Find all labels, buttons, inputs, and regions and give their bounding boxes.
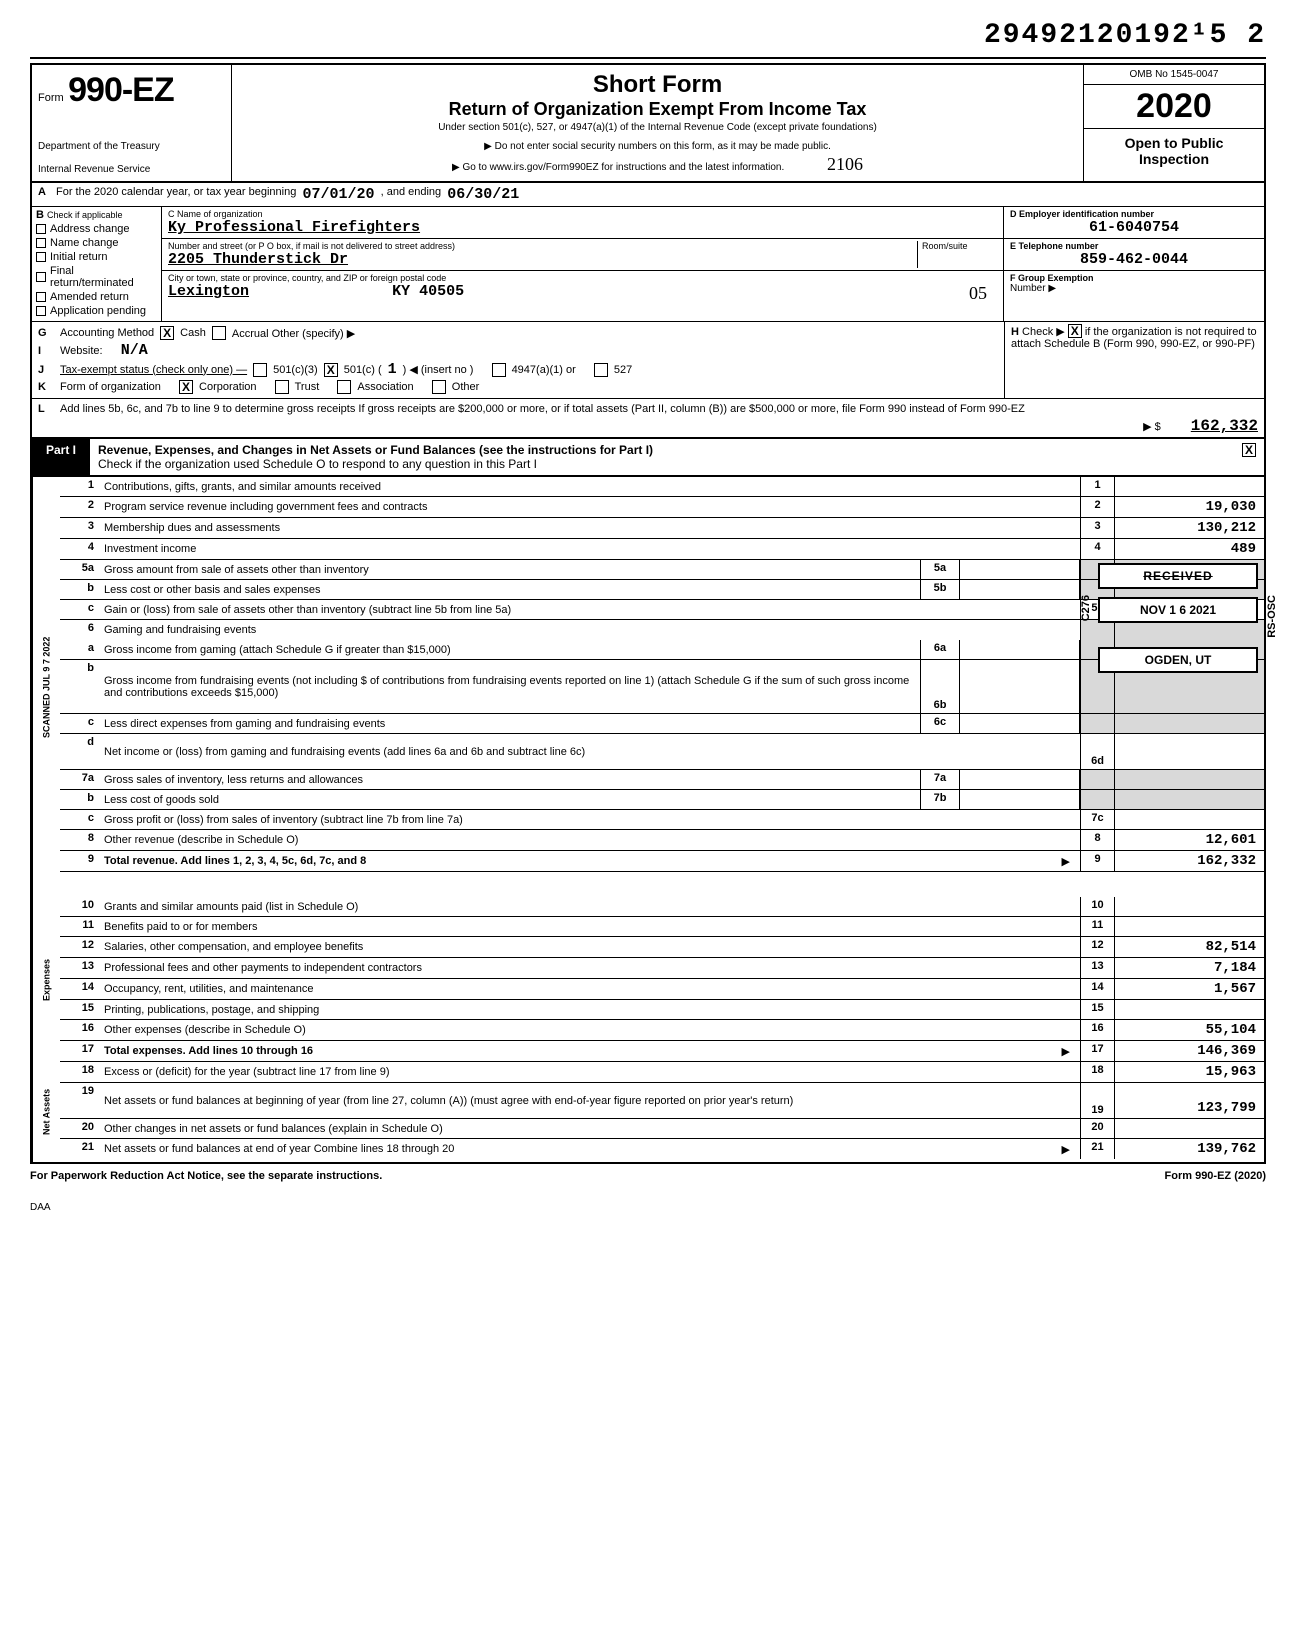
chk-schedule-b[interactable]: X [1068,324,1082,338]
chk-initial-return[interactable]: Initial return [36,251,157,263]
chk-other[interactable] [432,380,446,394]
part-1-grid: RECEIVED NOV 1 6 2021 OGDEN, UT C276 RS-… [30,477,1266,1164]
open-inspection: Open to Public Inspection [1084,129,1264,173]
chk-address-change[interactable]: Address change [36,223,157,235]
handwritten-2106: 2106 [827,154,863,174]
stamp-received-text: RECEIVED [1108,569,1248,583]
street-address: 2205 Thunderstick Dr [168,251,917,268]
chk-schedule-o[interactable]: X [1242,443,1256,457]
chk-trust[interactable] [275,380,289,394]
stamp-date: NOV 1 6 2021 [1098,597,1258,623]
ein: 61-6040754 [1010,219,1258,236]
title-return: Return of Organization Exempt From Incom… [242,99,1073,120]
stamp-rsosc: RS-OSC [1266,595,1278,638]
city: Lexington [168,283,249,300]
501c-insert: 1 [388,361,397,378]
chk-501c[interactable]: X [324,363,338,377]
form-id: 990-EZ [68,71,174,109]
row-g: G Accounting Method XCash Accrual Other … [38,326,998,340]
phone: 859-462-0044 [1010,251,1258,268]
side-label-netassets: Net Assets [32,1062,60,1162]
footer-left: For Paperwork Reduction Act Notice, see … [30,1170,382,1182]
label-c: C Name of organization [168,209,997,219]
part-1-sub: Check if the organization used Schedule … [98,457,537,471]
side-label-revenue: SCANNED JUL 9 7 2022 [32,477,60,897]
form-header: Form 990-EZ Department of the Treasury I… [30,63,1266,183]
handwritten-05: 05 [969,283,987,304]
header-middle: Short Form Return of Organization Exempt… [232,65,1084,181]
header-left: Form 990-EZ Department of the Treasury I… [32,65,232,181]
form-container: 29492120192¹5 2 Form 990-EZ Department o… [30,20,1266,1213]
row-h: H Check ▶ X if the organization is not r… [1004,322,1264,398]
form-prefix: Form [38,92,64,104]
block-bcdef: B Check if applicable Address change Nam… [30,207,1266,322]
note-ssn: ▶ Do not enter social security numbers o… [242,141,1073,152]
chk-527[interactable] [594,363,608,377]
row-l-arrow: ▶ $ [1143,420,1161,433]
col-def: D Employer identification number 61-6040… [1004,207,1264,321]
part-1-header: Part I Revenue, Expenses, and Changes in… [30,439,1266,477]
part-1-title: Revenue, Expenses, and Changes in Net As… [98,443,653,457]
chk-application-pending[interactable]: Application pending [36,305,157,317]
state-zip: KY 40505 [392,283,464,300]
tax-year: 2020 [1084,85,1264,129]
title-short-form: Short Form [242,71,1073,99]
tax-year-end: 06/30/21 [447,186,519,203]
row-i: I Website: N/A [38,342,998,359]
org-name: Ky Professional Firefighters [168,219,997,236]
col-b-checks: B Check if applicable Address change Nam… [32,207,162,321]
footer-right: Form 990-EZ (2020) [1165,1170,1266,1182]
f-number: Number ▶ [1010,283,1258,294]
row-l: L Add lines 5b, 6c, and 7b to line 9 to … [30,399,1266,439]
label-b: B [36,209,44,221]
label-d: D Employer identification number [1010,209,1258,219]
website-value: N/A [121,342,148,359]
chk-cash[interactable]: X [160,326,174,340]
page-footer: For Paperwork Reduction Act Notice, see … [30,1170,1266,1182]
gross-receipts: 162,332 [1191,417,1258,435]
row-j: J Tax-exempt status (check only one) — 5… [38,361,998,378]
row-a-pre: For the 2020 calendar year, or tax year … [56,186,296,203]
chk-corporation[interactable]: X [179,380,193,394]
subtitle: Under section 501(c), 527, or 4947(a)(1)… [242,122,1073,133]
note-url: ▶ Go to www.irs.gov/Form990EZ for instru… [452,162,784,173]
row-a: A For the 2020 calendar year, or tax yea… [30,183,1266,207]
part-1-tag: Part I [32,439,90,475]
room-suite-label: Room/suite [922,241,997,251]
footer-daa: DAA [30,1202,1266,1213]
stamp-ogden: OGDEN, UT [1098,647,1258,673]
stamp-c276: C276 [1080,595,1092,621]
chk-accrual[interactable] [212,326,226,340]
chk-amended-return[interactable]: Amended return [36,291,157,303]
side-label-expenses: Expenses [32,897,60,1062]
dept-treasury: Department of the Treasury [38,141,225,152]
chk-4947[interactable] [492,363,506,377]
chk-association[interactable] [337,380,351,394]
label-e: E Telephone number [1010,241,1258,251]
rows-ghijk: G Accounting Method XCash Accrual Other … [30,322,1266,399]
chk-name-change[interactable]: Name change [36,237,157,249]
label-a: A [38,186,56,203]
check-if-applicable: Check if applicable [47,210,123,220]
col-c-name-address: C Name of organization Ky Professional F… [162,207,1004,321]
label-f: F Group Exemption [1010,273,1258,283]
chk-final-return[interactable]: Final return/terminated [36,265,157,289]
chk-501c3[interactable] [253,363,267,377]
omb-number: OMB No 1545-0047 [1084,65,1264,85]
stamp-received: RECEIVED [1098,563,1258,589]
row-a-mid: , and ending [381,186,442,203]
top-rule [30,57,1266,59]
city-hint: City or town, state or province, country… [168,273,997,283]
addr-hint: Number and street (or P O box, if mail i… [168,241,917,251]
row-k: K Form of organization XCorporation Trus… [38,380,998,394]
document-number: 29492120192¹5 2 [30,20,1266,51]
dept-irs: Internal Revenue Service [38,164,225,175]
header-right: OMB No 1545-0047 2020 Open to Public Ins… [1084,65,1264,181]
tax-year-begin: 07/01/20 [302,186,374,203]
